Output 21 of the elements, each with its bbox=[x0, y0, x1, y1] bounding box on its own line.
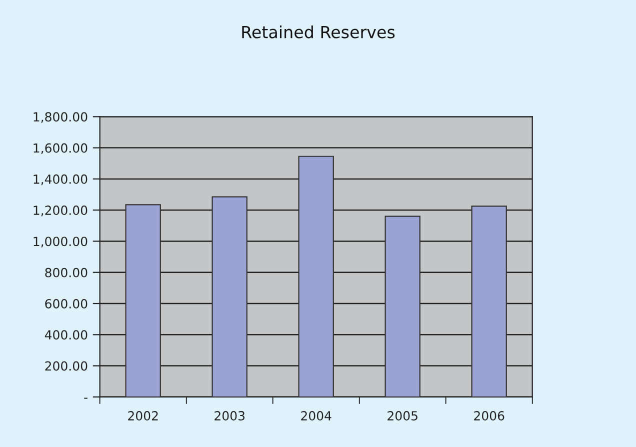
y-tick-label: 1,000.00 bbox=[34, 236, 88, 248]
bar bbox=[125, 204, 161, 397]
bar bbox=[212, 196, 248, 397]
y-tick-label: 1,200.00 bbox=[34, 206, 88, 216]
chart-title: Retained Reserves bbox=[242, 25, 395, 38]
x-tick-label: 2004 bbox=[301, 411, 332, 420]
y-tick-label: - bbox=[84, 398, 88, 399]
bar bbox=[298, 156, 334, 397]
y-tick-label: 600.00 bbox=[45, 298, 88, 308]
x-tick-label: 2006 bbox=[474, 411, 504, 420]
y-tick-label: 400.00 bbox=[44, 330, 88, 340]
y-tick-label: 200.00 bbox=[45, 361, 88, 371]
bar bbox=[384, 216, 420, 397]
y-tick-label: 1,400.00 bbox=[34, 174, 88, 186]
bar bbox=[471, 206, 507, 397]
x-tick-label: 2002 bbox=[128, 411, 158, 420]
y-tick-label: 1,800.00 bbox=[34, 112, 88, 123]
y-tick-label: 1,600.00 bbox=[34, 143, 88, 154]
x-tick-label: 2003 bbox=[214, 411, 244, 420]
y-tick-label: 800.00 bbox=[45, 268, 88, 278]
x-tick-label: 2005 bbox=[388, 411, 418, 420]
